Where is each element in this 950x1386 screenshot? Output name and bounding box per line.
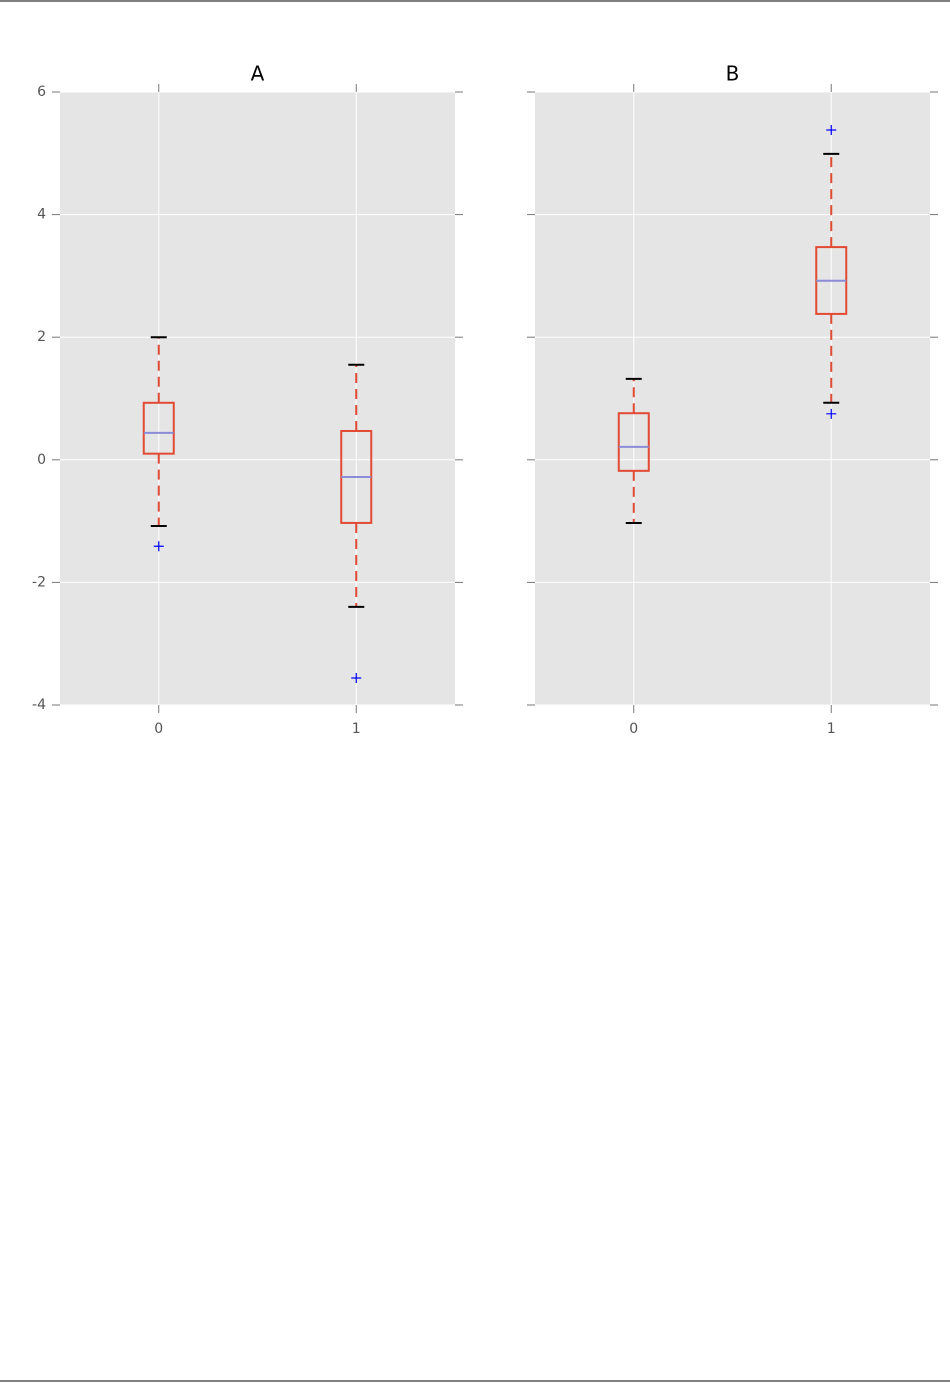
y-tick-label: 6 — [37, 84, 46, 100]
box — [142, 401, 175, 455]
y-tick-label: 4 — [37, 207, 46, 223]
y-tick-label: 2 — [37, 329, 46, 345]
outlier — [153, 541, 164, 552]
subplot: B 0 1 — [527, 62, 938, 737]
outlier — [351, 673, 362, 684]
y-tick-label: -2 — [32, 574, 46, 590]
x-tick-label: 0 — [154, 721, 163, 737]
box — [617, 412, 650, 472]
outlier — [826, 125, 837, 136]
plot-background — [60, 92, 455, 705]
y-tick-label: -4 — [32, 697, 46, 713]
y-tick-label: 0 — [37, 452, 46, 468]
x-tick-label: 0 — [629, 721, 638, 737]
x-tick-label: 1 — [827, 721, 836, 737]
plot-background — [535, 92, 930, 705]
subplot: A -4 -2 0 2 4 6 0 1 — [32, 62, 463, 737]
outlier — [826, 408, 837, 419]
x-tick-label: 1 — [352, 721, 361, 737]
subplot-title: B — [726, 62, 740, 86]
subplot-title: A — [251, 62, 265, 86]
